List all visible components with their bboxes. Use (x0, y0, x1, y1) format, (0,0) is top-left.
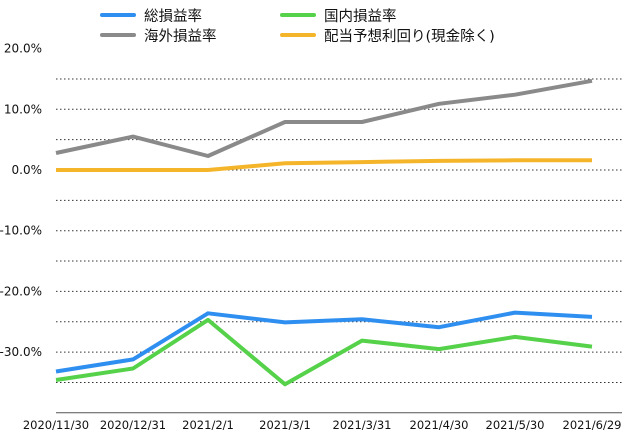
x-tick-label: 2020/11/30 (23, 418, 89, 432)
gridlines (56, 78, 622, 414)
legend: 総損益率 国内損益率 海外損益率 配当予想利回り(現金除く) (100, 8, 495, 45)
series-line (55, 317, 593, 387)
y-tick-label: 20.0% (4, 42, 42, 56)
x-tick-label: 2021/5/30 (486, 418, 545, 432)
series-line (55, 310, 593, 374)
y-tick-label: -20.0% (0, 284, 42, 298)
y-tick-label: -10.0% (0, 224, 42, 238)
legend-label-overseas: 海外損益率 (144, 28, 217, 45)
series-lines (55, 78, 593, 387)
x-tick-label: 2021/4/30 (410, 418, 469, 432)
x-tick-label: 2021/2/1 (182, 418, 234, 432)
y-axis-ticks: 20.0% 10.0% 0.0% -10.0% -20.0% -30.0% (0, 42, 42, 360)
x-tick-label: 2020/12/31 (100, 418, 166, 432)
legend-label-domestic: 国内損益率 (324, 8, 397, 25)
x-tick-label: 2021/3/31 (333, 418, 392, 432)
x-tick-label: 2021/3/1 (259, 418, 311, 432)
y-tick-label: -30.0% (0, 345, 42, 359)
x-axis-ticks: 2020/11/30 2020/12/31 2021/2/1 2021/3/1 2021… (23, 418, 622, 432)
series-line (56, 158, 592, 172)
series-line (55, 78, 593, 158)
legend-label-total: 総損益率 (144, 8, 202, 25)
legend-label-dividend: 配当予想利回り(現金除く) (324, 28, 495, 45)
y-tick-label: 10.0% (4, 102, 42, 116)
x-tick-label: 2021/6/29 (563, 418, 622, 432)
y-tick-label: 0.0% (12, 163, 43, 177)
